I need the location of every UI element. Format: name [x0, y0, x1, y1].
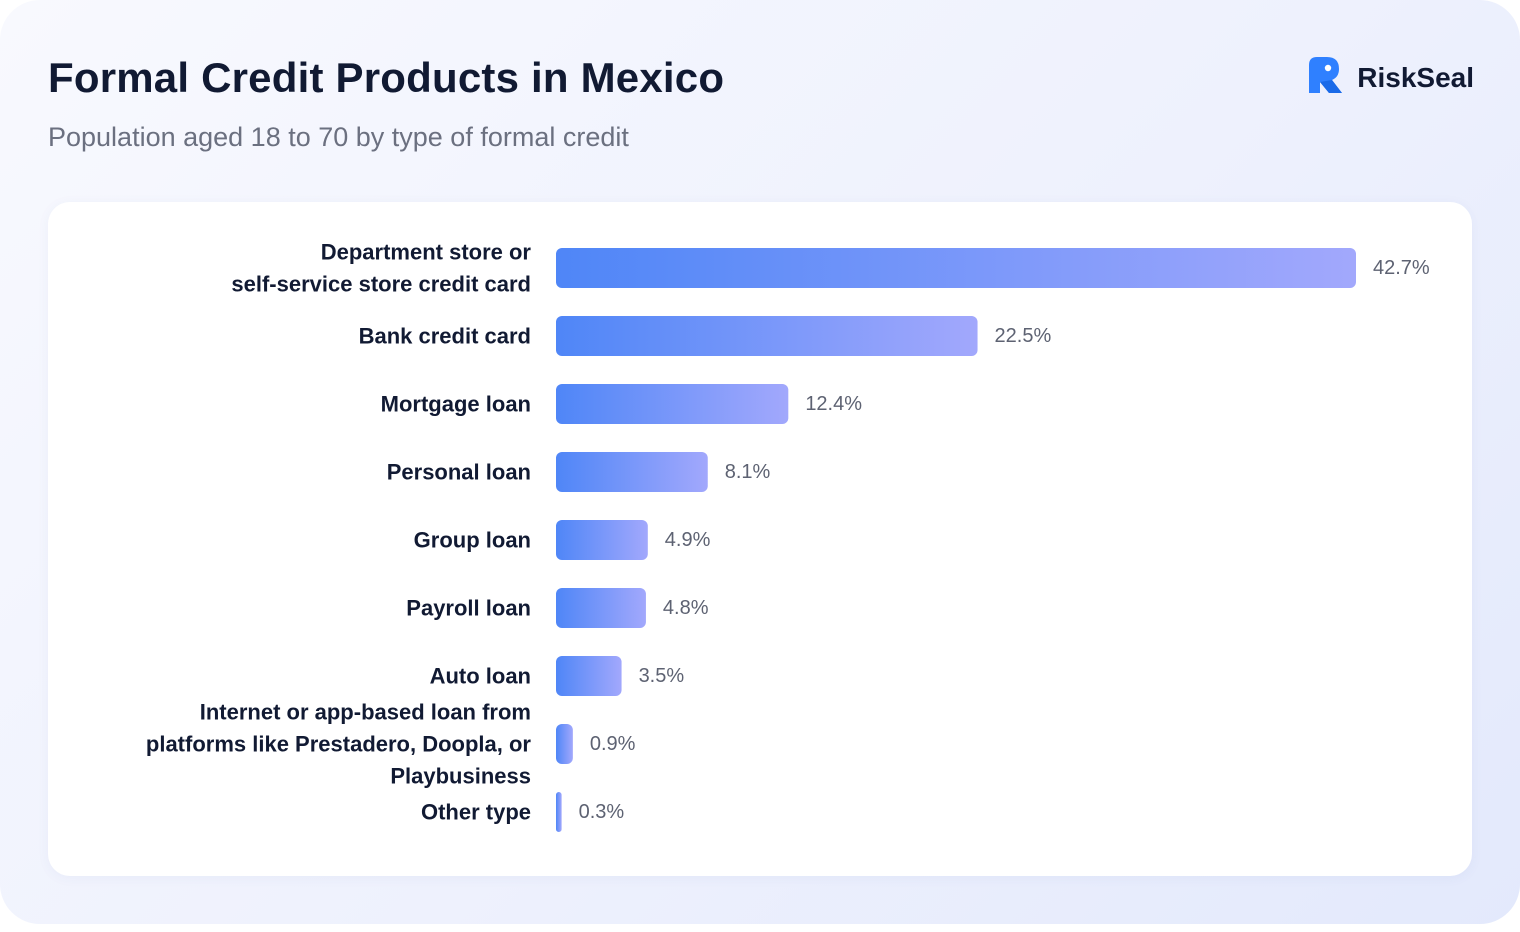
bar-4: [556, 520, 648, 560]
category-label-7: Internet or app-based loan from platforms…: [146, 700, 532, 789]
value-label-7: 0.9%: [590, 733, 636, 755]
chart-card: 42.7% Department store or self-service sto…: [48, 202, 1472, 876]
category-label-0: Department store or self-service store cr…: [231, 240, 531, 297]
category-label-line: self-service store credit card: [231, 272, 531, 297]
bar-5: [556, 588, 646, 628]
bar-3: [556, 452, 708, 492]
bar-6: [556, 656, 622, 696]
category-label-line: Payroll loan: [406, 596, 531, 621]
bar-7: [556, 724, 573, 764]
brand-logo: RiskSeal: [1305, 54, 1474, 101]
value-label-1: 22.5%: [995, 325, 1052, 347]
page-subtitle: Population aged 18 to 70 by type of form…: [48, 122, 629, 152]
category-label-line: Playbusiness: [390, 764, 531, 789]
riskseal-logo-icon: [1305, 54, 1345, 101]
category-label-5: Payroll loan: [406, 596, 531, 621]
category-label-8: Other type: [421, 800, 531, 825]
category-label-6: Auto loan: [430, 664, 531, 689]
category-label-line: Mortgage loan: [381, 392, 531, 417]
category-label-line: platforms like Prestadero, Doopla, or: [146, 732, 532, 757]
value-label-5: 4.8%: [663, 597, 709, 619]
bar-8: [556, 792, 562, 832]
value-label-3: 8.1%: [725, 461, 771, 483]
value-label-4: 4.9%: [665, 529, 711, 551]
bar-2: [556, 384, 789, 424]
category-label-4: Group loan: [414, 528, 531, 553]
bar-0: [556, 248, 1356, 288]
category-label-line: Group loan: [414, 528, 531, 553]
category-label-line: Other type: [421, 800, 531, 825]
category-label-line: Personal loan: [387, 460, 531, 485]
bar-chart: 42.7% Department store or self-service sto…: [146, 240, 1430, 832]
category-label-2: Mortgage loan: [381, 392, 531, 417]
category-label-line: Internet or app-based loan from: [200, 700, 531, 725]
value-label-8: 0.3%: [579, 801, 625, 823]
category-label-1: Bank credit card: [359, 324, 531, 349]
category-label-line: Department store or: [321, 240, 532, 265]
value-label-2: 12.4%: [805, 393, 862, 415]
page-title: Formal Credit Products in Mexico: [48, 54, 725, 101]
category-label-line: Auto loan: [430, 664, 531, 689]
value-label-6: 3.5%: [639, 665, 685, 687]
value-label-0: 42.7%: [1373, 257, 1430, 279]
bar-1: [556, 316, 978, 356]
brand-name: RiskSeal: [1357, 61, 1474, 93]
category-label-3: Personal loan: [387, 460, 531, 485]
category-label-line: Bank credit card: [359, 324, 531, 349]
